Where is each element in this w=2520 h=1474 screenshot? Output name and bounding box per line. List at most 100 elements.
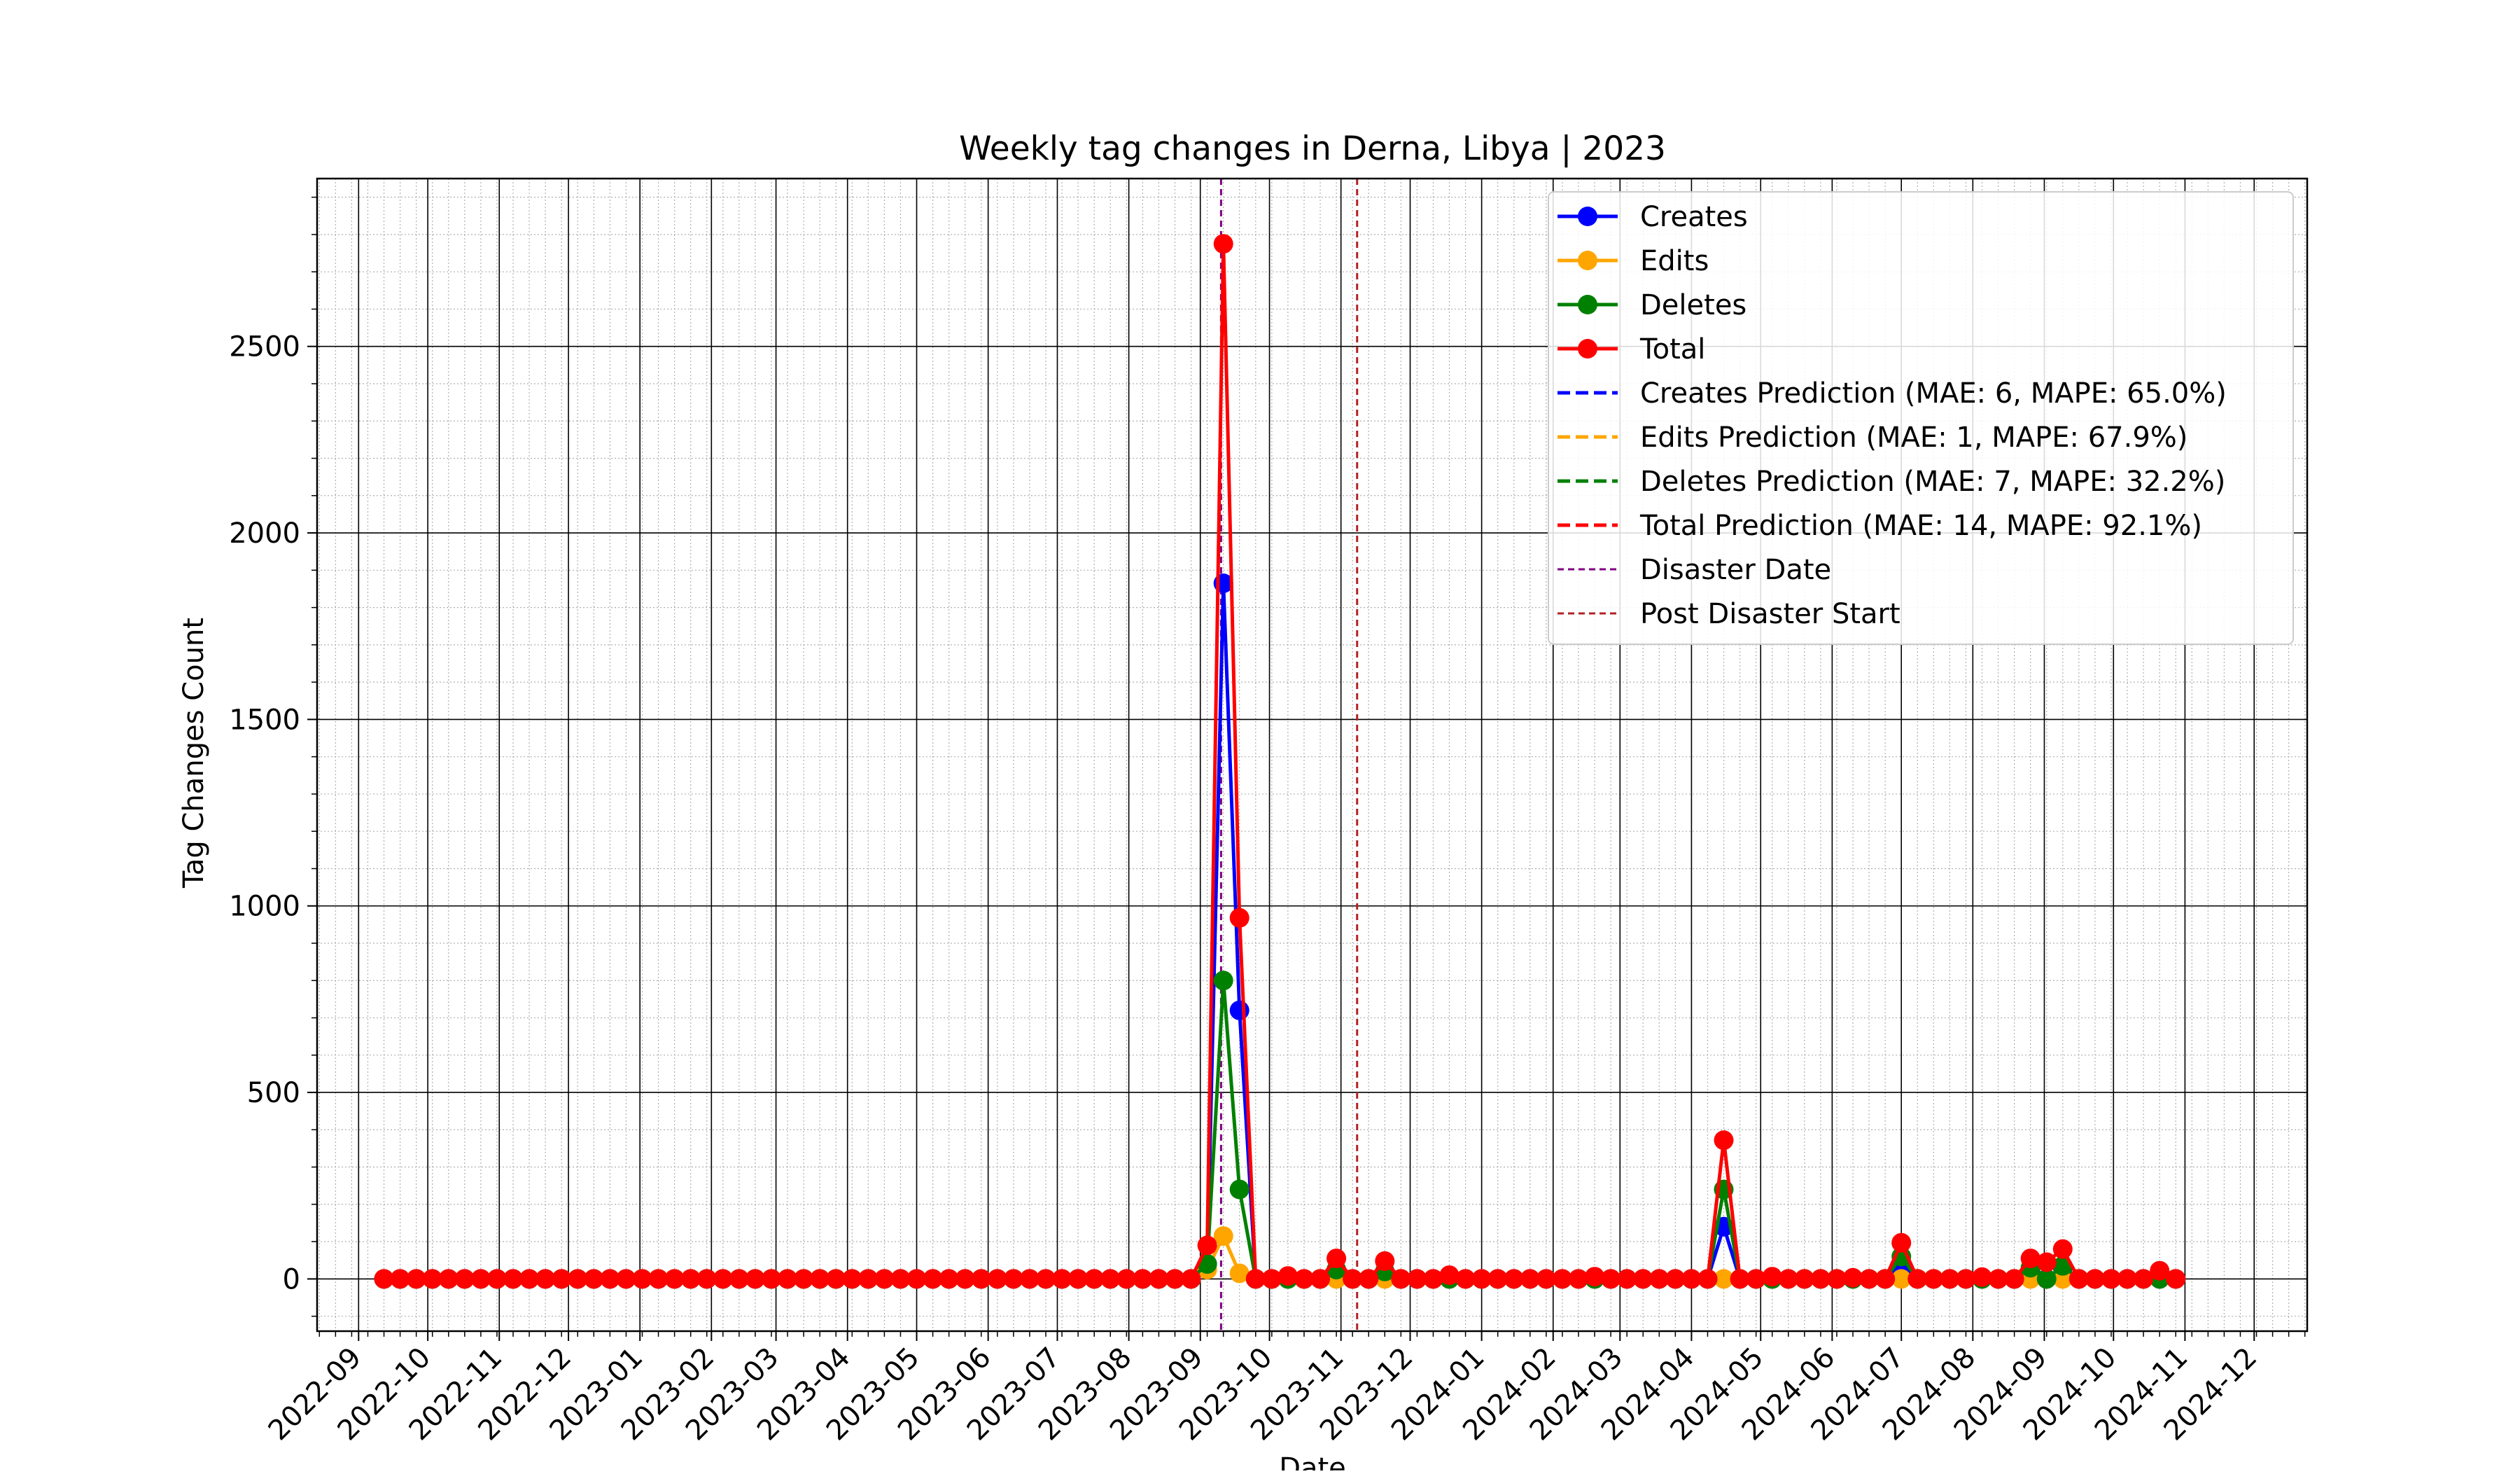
total-point	[1116, 1269, 1137, 1289]
legend-label-edits: Edits Prediction (MAE: 1, MAPE: 67.9%)	[1640, 422, 2188, 454]
creates-point	[1229, 1000, 1250, 1020]
legend-swatch-marker	[1578, 339, 1597, 359]
total-point	[1585, 1267, 1605, 1287]
total-point	[454, 1269, 475, 1289]
total-point	[1003, 1269, 1023, 1289]
total-point	[1681, 1269, 1702, 1289]
legend-label-deletes: Deletes	[1640, 289, 1746, 321]
total-point	[600, 1269, 620, 1289]
legend-swatch-marker	[1578, 251, 1597, 270]
legend-swatch-marker	[1578, 207, 1597, 226]
total-point	[1471, 1269, 1492, 1289]
total-point	[762, 1269, 781, 1289]
total-point	[422, 1269, 442, 1289]
total-point	[1940, 1269, 1960, 1289]
total-point	[745, 1269, 765, 1289]
total-point	[1504, 1269, 1524, 1289]
total-point	[1988, 1269, 2008, 1289]
edits-point	[1229, 1263, 1250, 1284]
total-point	[616, 1269, 636, 1289]
total-point	[794, 1269, 814, 1289]
legend-swatch-marker	[1578, 295, 1597, 314]
total-point	[1520, 1269, 1540, 1289]
total-point	[1617, 1269, 1637, 1289]
total-series	[374, 234, 2186, 1289]
total-point	[1407, 1269, 1427, 1289]
total-point	[2052, 1239, 2073, 1259]
plot-frame	[316, 177, 2309, 1333]
total-point	[536, 1269, 556, 1289]
y-tick-label: 500	[247, 1077, 300, 1109]
edits-point	[1213, 1226, 1233, 1246]
total-point	[2068, 1269, 2089, 1289]
total-point	[1294, 1269, 1314, 1289]
total-point	[1423, 1269, 1443, 1289]
total-point	[406, 1269, 426, 1289]
legend-label-total: Total Prediction (MAE: 14, MAPE: 92.1%)	[1639, 510, 2202, 542]
total-point	[1165, 1269, 1185, 1289]
legend-box	[1548, 191, 2294, 645]
total-point	[1391, 1269, 1411, 1289]
total-point	[906, 1269, 927, 1289]
total-point	[1698, 1269, 1718, 1289]
legend-label-disaster: Disaster Date	[1640, 554, 1831, 586]
total-point	[2150, 1260, 2170, 1281]
legend-label-total: Total	[1639, 333, 1705, 366]
edits-point	[1714, 1269, 1734, 1289]
deletes-point	[1213, 971, 1233, 991]
minor-gridlines	[317, 179, 2307, 1331]
legend-label-deletes: Deletes Prediction (MAE: 7, MAPE: 32.2%)	[1640, 466, 2225, 498]
edits-point	[1891, 1269, 1912, 1289]
total-point	[1181, 1269, 1201, 1289]
total-point	[971, 1269, 991, 1289]
total-point	[1326, 1249, 1347, 1269]
total-point	[1343, 1269, 1363, 1289]
total-point	[1197, 1235, 1217, 1256]
total-point	[1019, 1269, 1040, 1289]
total-point	[810, 1269, 830, 1289]
total-point	[648, 1269, 668, 1289]
total-point	[2118, 1269, 2137, 1289]
total-point	[955, 1269, 975, 1289]
total-point	[1213, 234, 1233, 254]
total-point	[1488, 1269, 1508, 1289]
data-series	[374, 234, 2186, 1289]
total-point	[2085, 1269, 2105, 1289]
deletes-point	[1229, 1179, 1250, 1200]
total-point	[1972, 1267, 1992, 1287]
total-point	[470, 1269, 491, 1289]
total-point	[874, 1269, 895, 1289]
total-point	[438, 1269, 458, 1289]
total-point	[1649, 1269, 1670, 1289]
total-point	[680, 1269, 701, 1289]
total-point	[858, 1269, 878, 1289]
legend-label-creates: Creates	[1640, 201, 1748, 233]
total-point	[1133, 1269, 1153, 1289]
total-point	[1633, 1269, 1653, 1289]
total-point	[987, 1269, 1007, 1289]
total-point	[1843, 1267, 1863, 1288]
total-point	[1552, 1269, 1572, 1289]
y-tick-label: 2000	[229, 517, 300, 550]
y-tick-label: 1000	[229, 891, 300, 923]
total-point	[1036, 1269, 1056, 1289]
total-point	[1956, 1269, 1976, 1289]
total-point	[1907, 1269, 1928, 1289]
deletes-point	[2036, 1269, 2057, 1289]
total-point	[1310, 1269, 1330, 1289]
total-point	[374, 1269, 394, 1289]
total-point	[1665, 1269, 1686, 1289]
legend-swatch	[1558, 339, 1618, 359]
total-point	[1762, 1267, 1782, 1287]
total-point	[487, 1269, 507, 1289]
total-point	[1875, 1269, 1896, 1289]
legend-label-edits: Edits	[1640, 245, 1709, 277]
total-point	[1084, 1269, 1105, 1289]
total-point	[1068, 1269, 1088, 1289]
total-point	[503, 1269, 523, 1289]
total-point	[890, 1269, 911, 1289]
legend-label-post: Post Disaster Start	[1640, 598, 1900, 630]
y-tick-label: 1500	[229, 704, 300, 736]
total-point	[1778, 1269, 1798, 1289]
